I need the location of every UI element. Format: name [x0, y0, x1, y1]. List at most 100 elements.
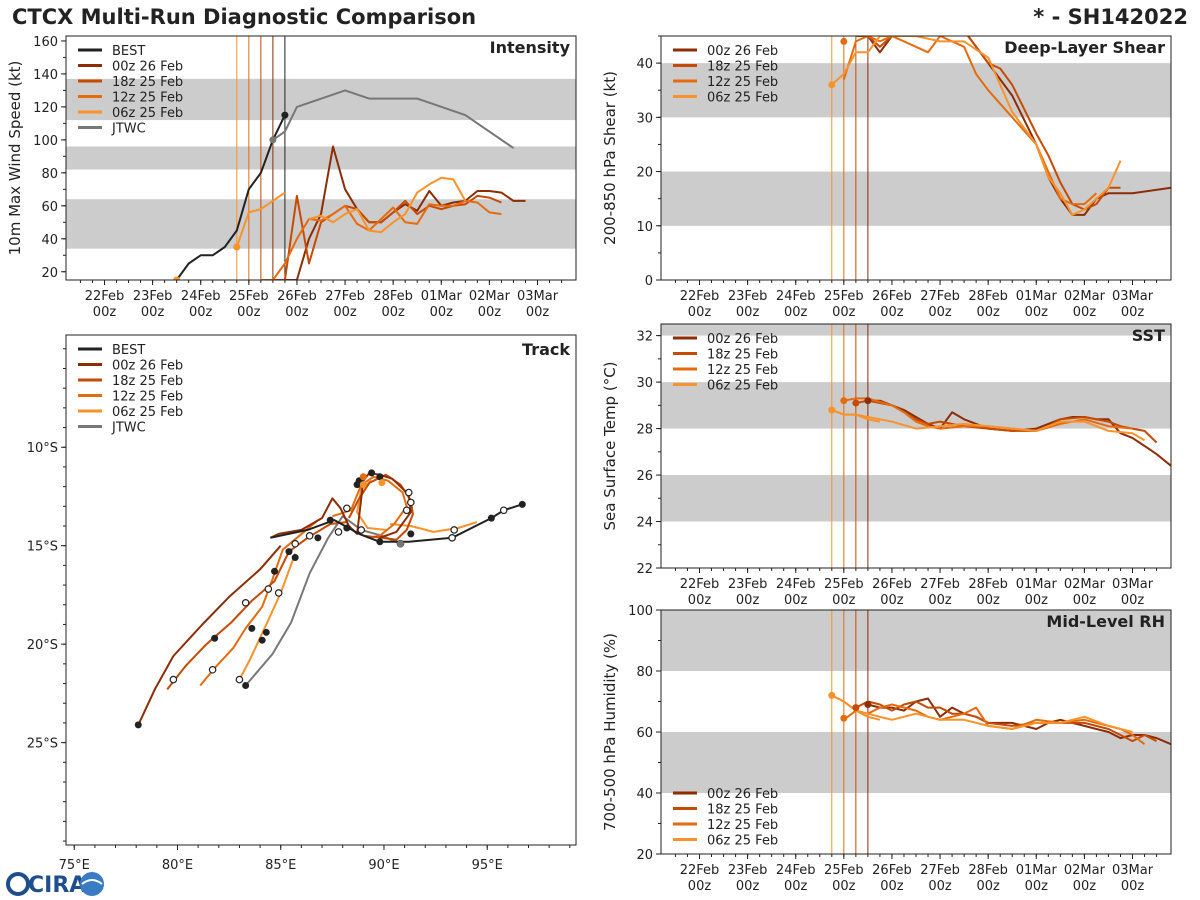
x-tick-label: 23Feb [728, 289, 768, 304]
track-marker-filled [518, 500, 526, 508]
x-tick-label: 01Mar [421, 289, 463, 304]
x-tick-label: 23Feb [728, 863, 768, 878]
x-tick-sub-label: 00z [1121, 879, 1145, 894]
y-tick-label: 30 [636, 111, 653, 126]
series-line-run_06z_25 [831, 36, 1122, 216]
y-tick-label: 26 [636, 469, 653, 484]
x-tick-label: 95°E [472, 858, 503, 873]
y-tick-label: 100 [628, 604, 653, 619]
track-marker-filled [376, 473, 384, 481]
y-tick-label: 40 [636, 787, 653, 802]
legend-label: 06z 25 Feb [707, 834, 778, 849]
x-tick-label: 26Feb [277, 289, 317, 304]
track-marker-run [359, 473, 367, 481]
track-marker-open [499, 506, 508, 515]
x-tick-label: 03Mar [1112, 289, 1154, 304]
y-axis-label: 200-850 hPa Shear (kt) [601, 71, 619, 245]
series-line-run_12z_25 [842, 36, 1098, 206]
track-marker-open [241, 598, 250, 607]
x-tick-sub-label: 00z [1025, 593, 1049, 608]
series-line-run_18z_25 [855, 700, 1158, 743]
legend-label: JTWC [111, 421, 146, 436]
y-tick-label: 15°S [27, 540, 58, 555]
x-tick-label: 26Feb [872, 863, 912, 878]
x-tick-sub-label: 00z [832, 305, 856, 320]
y-tick-label: 20°S [27, 638, 58, 653]
track-marker-open [305, 532, 314, 540]
x-tick-label: 24Feb [776, 577, 816, 592]
cira-logo: CIRA [6, 872, 104, 898]
track-marker-filled [343, 524, 351, 532]
x-tick-sub-label: 00z [141, 305, 165, 320]
legend-label: 12z 25 Feb [707, 818, 778, 833]
track-marker-filled [271, 567, 279, 575]
shade-band [661, 171, 1171, 226]
x-tick-sub-label: 00z [784, 879, 808, 894]
x-tick-label: 01Mar [1016, 289, 1058, 304]
legend-label: 12z 25 Feb [707, 363, 778, 378]
track-marker-open [402, 506, 411, 515]
track-marker-filled [248, 624, 256, 632]
track-marker-open [450, 526, 458, 534]
legend-label: 18z 25 Feb [707, 803, 778, 818]
x-tick-sub-label: 00z [880, 879, 904, 894]
panel-title: Intensity [490, 38, 571, 57]
x-tick-sub-label: 00z [1121, 305, 1145, 320]
x-tick-sub-label: 00z [736, 879, 760, 894]
y-tick-label: 160 [33, 35, 58, 50]
x-tick-sub-label: 00z [928, 305, 952, 320]
x-tick-sub-label: 00z [784, 593, 808, 608]
x-tick-sub-label: 00z [285, 305, 309, 320]
x-tick-label: 01Mar [1016, 863, 1058, 878]
legend-label: 00z 26 Feb [707, 44, 778, 59]
y-tick-label: 80 [41, 167, 58, 182]
track-marker-open [235, 675, 244, 684]
x-tick-label: 02Mar [469, 289, 511, 304]
panel-sst: 22242628303222Feb00z23Feb00z24Feb00z25Fe… [601, 323, 1172, 608]
logo-wave-icon [81, 879, 103, 885]
y-tick-label: 20 [636, 848, 653, 863]
y-tick-label: 60 [41, 200, 58, 215]
storm-id: * - SH142022 [1033, 5, 1188, 29]
legend-label: 06z 25 Feb [707, 379, 778, 394]
series-line-jtwc [272, 89, 515, 149]
y-tick-label: 140 [33, 68, 58, 83]
x-tick-label: 01Mar [1016, 577, 1058, 592]
x-tick-label: 27Feb [325, 289, 365, 304]
x-tick-label: 02Mar [1064, 863, 1106, 878]
x-tick-sub-label: 00z [237, 305, 261, 320]
x-tick-sub-label: 00z [736, 305, 760, 320]
track-marker-filled [314, 534, 322, 542]
x-tick-sub-label: 00z [832, 593, 856, 608]
track-line-run_12z_25 [199, 519, 319, 687]
init-marker [828, 81, 836, 89]
jtwc-marker [396, 540, 404, 548]
panel-title: Track [522, 340, 570, 359]
x-tick-sub-label: 00z [1073, 593, 1097, 608]
best-marker [281, 111, 289, 119]
x-tick-sub-label: 00z [1121, 593, 1145, 608]
panel-track: 75°E 80°E 85°E 90°E 95°E 10°S 15°S 20°S 25°S Trac… [27, 334, 577, 873]
track-marker-open [357, 526, 366, 534]
init-marker [840, 37, 848, 45]
x-tick-label: 24Feb [181, 289, 221, 304]
init-marker [173, 276, 181, 280]
x-tick-sub-label: 00z [976, 593, 1000, 608]
y-tick-label: 20 [636, 166, 653, 181]
series-group [828, 691, 1171, 746]
shade-band [661, 324, 1171, 336]
x-tick-sub-label: 00z [880, 305, 904, 320]
x-tick-sub-label: 00z [688, 879, 712, 894]
series-group [828, 397, 1171, 467]
panel-intensity: 2040608010012014016022Feb00z23Feb00z24Fe… [6, 35, 577, 320]
init-marker [852, 704, 860, 712]
series-line-run_06z_25 [308, 176, 467, 234]
x-tick-label: 03Mar [517, 289, 559, 304]
track-marker-filled [258, 636, 266, 644]
x-tick-label: 24Feb [776, 863, 816, 878]
legend-label: 18z 25 Feb [707, 60, 778, 75]
x-tick-sub-label: 00z [333, 305, 357, 320]
track-marker-filled [242, 682, 250, 690]
track-line-run_00z_26 [137, 545, 282, 726]
shade-band [661, 475, 1171, 522]
